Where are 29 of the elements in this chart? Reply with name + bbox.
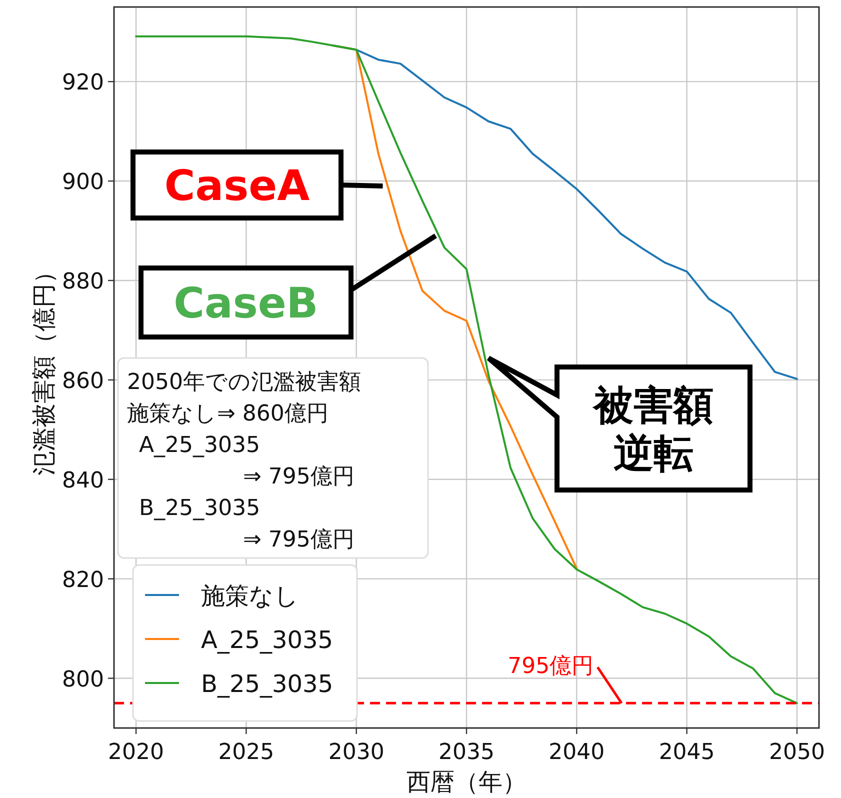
x-tick-label: 2025 <box>218 740 274 765</box>
y-tick-label: 820 <box>62 568 104 593</box>
y-tick-label: 860 <box>62 368 104 394</box>
annotation: 施策なし⇒ 860億円 <box>127 402 328 426</box>
x-tick-label: 2035 <box>438 740 494 765</box>
x-tick-label: 2040 <box>548 740 605 765</box>
x-tick-label: 2030 <box>328 740 384 765</box>
y-tick-label: 800 <box>62 667 104 692</box>
legend-label: A_25_3035 <box>201 626 334 654</box>
x-tick-label: 2020 <box>108 740 164 765</box>
x-tick-label: 2045 <box>658 740 715 765</box>
y-tick-label: 920 <box>62 70 104 96</box>
x-axis-title: 西暦（年） <box>406 768 526 796</box>
y-tick-label: 900 <box>62 170 104 196</box>
annotation: A_25_3035 <box>139 433 260 458</box>
annotation: CaseB <box>174 278 318 328</box>
y-axis-title: 氾濫被害額（億円） <box>30 260 58 476</box>
legend-label: B_25_3035 <box>201 670 334 698</box>
annotation: 2050年での氾濫被害額 <box>127 370 361 395</box>
legend-label: 施策なし <box>201 582 299 610</box>
ref-line-label: 795億円 <box>508 654 594 680</box>
x-tick-label: 2050 <box>768 740 825 765</box>
annotation: 被害額逆転 <box>592 382 714 477</box>
annotation: B_25_3035 <box>139 496 260 521</box>
annotation: CaseA <box>164 161 310 210</box>
annotation: ⇒ 795億円 <box>243 464 354 490</box>
annotation: ⇒ 795億円 <box>243 528 354 552</box>
y-tick-label: 880 <box>62 269 104 294</box>
y-tick-label: 840 <box>62 468 104 494</box>
